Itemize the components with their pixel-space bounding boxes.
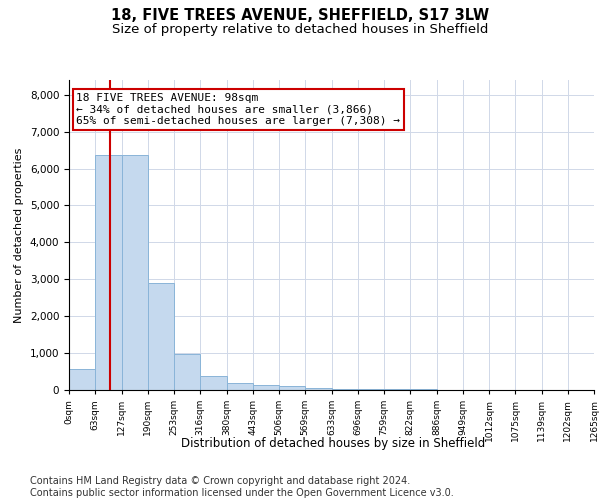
Bar [253, 385, 279, 390]
Bar [200, 376, 227, 390]
Text: Contains HM Land Registry data © Crown copyright and database right 2024.
Contai: Contains HM Land Registry data © Crown c… [30, 476, 454, 498]
Bar [305, 388, 332, 390]
Bar [358, 389, 384, 390]
Bar [332, 388, 358, 390]
Bar [227, 382, 253, 390]
Text: 18, FIVE TREES AVENUE, SHEFFIELD, S17 3LW: 18, FIVE TREES AVENUE, SHEFFIELD, S17 3L… [111, 8, 489, 22]
Bar [279, 386, 305, 390]
Bar [69, 368, 95, 390]
Bar [95, 154, 122, 390]
Text: Distribution of detached houses by size in Sheffield: Distribution of detached houses by size … [181, 438, 485, 450]
Y-axis label: Number of detached properties: Number of detached properties [14, 148, 24, 322]
Bar [174, 354, 200, 390]
Bar [122, 154, 148, 390]
Bar [148, 283, 174, 390]
Text: Size of property relative to detached houses in Sheffield: Size of property relative to detached ho… [112, 22, 488, 36]
Text: 18 FIVE TREES AVENUE: 98sqm
← 34% of detached houses are smaller (3,866)
65% of : 18 FIVE TREES AVENUE: 98sqm ← 34% of det… [76, 93, 400, 126]
